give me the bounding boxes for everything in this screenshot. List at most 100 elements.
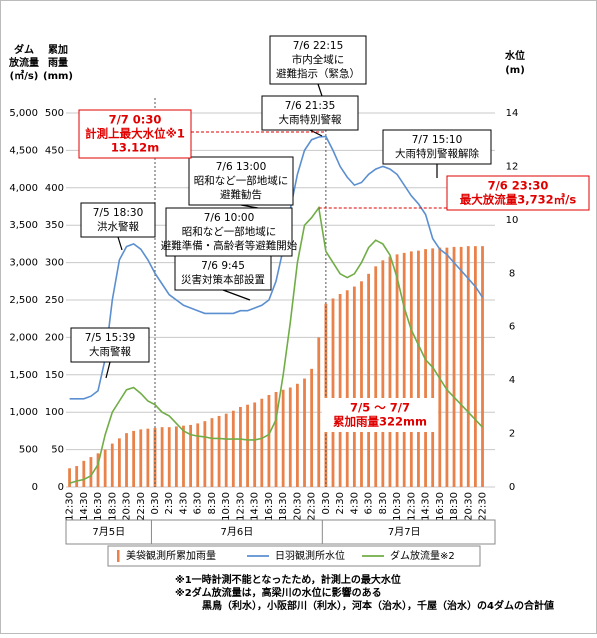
y-tick-label: 2,000	[9, 332, 38, 343]
callout-text: 大雨特別警報	[279, 113, 342, 126]
y-tick-label: 3,000	[9, 258, 38, 269]
bar	[474, 246, 477, 487]
bar	[338, 294, 342, 487]
callout-text: 昭和など一部地域に	[182, 225, 277, 238]
rain-axis-label: 雨量	[48, 56, 68, 69]
y2-tick-label: 12	[506, 161, 519, 172]
callout-text: 7/7 0:30	[109, 113, 162, 127]
x-tick-label: 8:30	[207, 492, 218, 514]
bar	[438, 247, 442, 487]
bar	[381, 260, 385, 487]
callout-box	[322, 398, 438, 432]
bar	[445, 247, 449, 487]
bar	[417, 250, 420, 487]
bar	[352, 286, 356, 487]
callout-text: 7/5 ～ 7/7	[350, 401, 410, 415]
callout-text: 7/7 15:10	[412, 134, 463, 146]
y-tick-label: 1,500	[9, 370, 38, 381]
bar	[303, 378, 306, 487]
bar	[110, 443, 114, 487]
line-series	[69, 205, 484, 485]
x-tick-label: 20:30	[122, 492, 133, 521]
line-series	[69, 135, 484, 400]
callout-text: 市内全域に	[292, 53, 345, 66]
x-tick-label: 12:30	[235, 492, 246, 521]
bar	[132, 430, 136, 487]
bar	[409, 251, 413, 487]
bar	[274, 392, 278, 487]
bar	[89, 457, 93, 487]
bar	[82, 460, 86, 487]
note: ※2ダム放流量は，高梁川の水位に影響のある	[175, 586, 382, 599]
x-tick-label: 8:30	[378, 492, 389, 514]
x-tick-label: 6:30	[364, 492, 375, 514]
bar	[360, 281, 363, 487]
legend-label: 美袋観測所累加雨量	[126, 549, 216, 562]
x-tick-label: 12:30	[65, 492, 76, 521]
y-tick-label: 4,000	[9, 183, 38, 194]
x-tick-label: 14:30	[421, 492, 432, 521]
bar	[239, 406, 242, 487]
rain-tick-label: 350	[45, 220, 64, 231]
callout-text: 大雨特別警報解除	[395, 147, 479, 160]
x-tick-label: 4:30	[178, 492, 189, 514]
bar	[388, 256, 392, 487]
callout-text: 7/6 23:30	[488, 179, 549, 193]
bar	[374, 266, 378, 487]
bar	[153, 427, 157, 487]
rain-tick-label: 0	[58, 482, 64, 493]
x-tick-label: 6:30	[193, 492, 204, 514]
callout-text: 累加雨量322mm	[333, 415, 427, 429]
bar	[288, 387, 292, 487]
callout-pointer	[222, 289, 251, 301]
bar	[253, 402, 257, 487]
bar	[224, 413, 228, 487]
bar	[267, 394, 271, 487]
bar	[481, 246, 484, 487]
y-axis-label: 放流量	[8, 56, 39, 69]
x-tick-label: 16:30	[93, 492, 104, 521]
rain-axis-label: (mm)	[43, 71, 73, 82]
callout-text: 7/6 13:00	[216, 161, 267, 173]
bar	[68, 468, 71, 487]
callout-text: 7/6 22:15	[293, 40, 344, 52]
bar	[182, 425, 185, 487]
bar	[395, 254, 399, 487]
x-tick-label: 22:30	[136, 492, 147, 521]
bar	[96, 453, 100, 487]
bar	[246, 404, 249, 487]
callout-text: 大雨警報	[89, 345, 131, 358]
x-tick-label: 18:30	[449, 492, 460, 521]
callout-text: 7/5 18:30	[93, 207, 144, 219]
bar	[160, 427, 164, 487]
bar	[139, 429, 143, 487]
x-tick-label: 12:30	[406, 492, 417, 521]
callout-text: 7/6 10:00	[204, 212, 255, 224]
y-tick-label: 0	[32, 482, 38, 493]
x-tick-label: 18:30	[107, 492, 118, 521]
bar	[281, 389, 285, 487]
callout-text: 避難勧告	[220, 188, 262, 201]
callout-pointer	[105, 361, 111, 379]
y2-tick-label: 6	[509, 322, 515, 333]
callout-text: 7/6 21:35	[285, 100, 336, 112]
callout-pointer	[317, 83, 323, 97]
bar	[203, 421, 207, 487]
rain-tick-label: 500	[45, 108, 64, 119]
x-tick-label: 16:30	[264, 492, 275, 521]
rain-tick-label: 250	[45, 295, 64, 306]
x-tick-label: 2:30	[164, 492, 175, 514]
bar	[367, 273, 370, 487]
bar	[317, 337, 321, 487]
y-tick-label: 5,000	[9, 108, 38, 119]
x-tick-label: 14:30	[79, 492, 90, 521]
callout-box	[78, 109, 192, 159]
callout-box	[70, 327, 150, 363]
y2-axis-label: (m)	[505, 65, 525, 76]
callout-box	[261, 95, 359, 131]
legend-box	[107, 545, 481, 567]
x-tick-label: 4:30	[349, 492, 360, 514]
x-tick-label: 16:30	[435, 492, 446, 521]
